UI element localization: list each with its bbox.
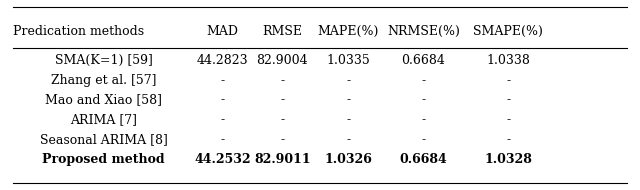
Text: -: - <box>346 74 350 87</box>
Text: 1.0335: 1.0335 <box>326 54 370 67</box>
Text: 44.2532: 44.2532 <box>195 153 251 166</box>
Text: -: - <box>346 94 350 107</box>
Text: -: - <box>280 94 284 107</box>
Text: 82.9004: 82.9004 <box>257 54 308 67</box>
Text: -: - <box>421 74 426 87</box>
Text: -: - <box>506 133 510 146</box>
Text: -: - <box>280 113 284 127</box>
Text: ARIMA [7]: ARIMA [7] <box>70 113 137 127</box>
Text: -: - <box>221 94 225 107</box>
Text: 1.0338: 1.0338 <box>486 54 530 67</box>
Text: -: - <box>221 113 225 127</box>
Text: NRMSE(%): NRMSE(%) <box>387 25 460 38</box>
Text: SMA(K=1) [59]: SMA(K=1) [59] <box>54 54 152 67</box>
Text: Proposed method: Proposed method <box>42 153 165 166</box>
Text: Zhang et al. [57]: Zhang et al. [57] <box>51 74 156 87</box>
Text: -: - <box>421 94 426 107</box>
Text: MAPE(%): MAPE(%) <box>317 25 379 38</box>
Text: -: - <box>346 133 350 146</box>
Text: -: - <box>506 74 510 87</box>
Text: 1.0328: 1.0328 <box>484 153 532 166</box>
Text: -: - <box>506 94 510 107</box>
Text: 82.9011: 82.9011 <box>254 153 310 166</box>
Text: -: - <box>280 133 284 146</box>
Text: Seasonal ARIMA [8]: Seasonal ARIMA [8] <box>40 133 168 146</box>
Text: -: - <box>506 113 510 127</box>
Text: -: - <box>421 133 426 146</box>
Text: MAD: MAD <box>207 25 239 38</box>
Text: -: - <box>280 74 284 87</box>
Text: 1.0326: 1.0326 <box>324 153 372 166</box>
Text: Predication methods: Predication methods <box>13 25 144 38</box>
Text: -: - <box>221 133 225 146</box>
Text: 44.2823: 44.2823 <box>197 54 248 67</box>
Text: Mao and Xiao [58]: Mao and Xiao [58] <box>45 94 162 107</box>
Text: 0.6684: 0.6684 <box>401 54 445 67</box>
Text: RMSE: RMSE <box>262 25 302 38</box>
Text: 0.6684: 0.6684 <box>399 153 447 166</box>
Text: -: - <box>221 74 225 87</box>
Text: SMAPE(%): SMAPE(%) <box>473 25 543 38</box>
Text: -: - <box>346 113 350 127</box>
Text: -: - <box>421 113 426 127</box>
